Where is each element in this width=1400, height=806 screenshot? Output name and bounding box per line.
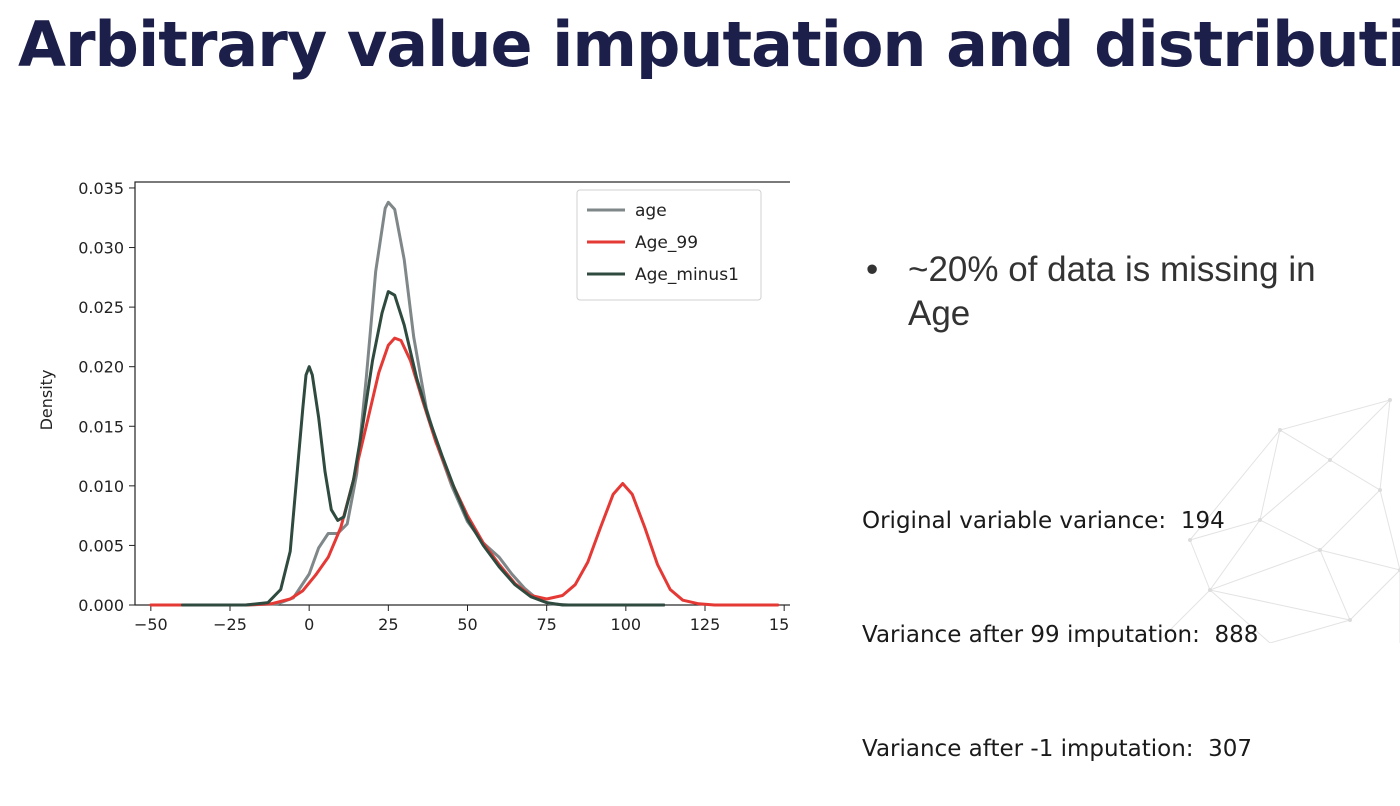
stat-label: Variance after -1 imputation: [862,736,1194,762]
stat-line: Original variable variance: 194 [862,502,1258,540]
x-tick-label: −50 [134,615,168,634]
series-line-age [181,200,666,607]
legend-label: Age_99 [635,233,698,253]
x-tick-label: 0 [304,615,314,634]
bullet-text-missing-data: ~20% of data is missing in Age [908,250,1316,333]
slide-title: Arbitrary value imputation and distribut… [18,8,1400,81]
y-tick-label: 0.035 [78,179,124,198]
y-tick-label: 0.005 [78,536,124,555]
y-tick-label: 0.015 [78,417,124,436]
x-tick-label: 50 [457,615,477,634]
x-tick-label: 125 [690,615,721,634]
legend-label: Age_minus1 [635,265,739,285]
series-lines [149,200,780,607]
stat-value: 194 [1180,508,1225,534]
stat-value: 888 [1214,622,1259,648]
stat-line: Variance after -1 imputation: 307 [862,730,1258,768]
density-chart: 0.000 0.005 0.010 0.015 0.020 0.025 0.030 0.035… [30,170,801,648]
x-tick-label: 150 [769,615,790,634]
series-line-age-99 [149,336,780,607]
y-tick-label: 0.020 [78,358,124,377]
chart-legend: age Age_99 Age_minus1 [576,189,762,301]
stat-value: 307 [1208,736,1253,762]
x-tick-label: 75 [536,615,556,634]
legend-label: age [635,201,667,221]
x-tick-label: −25 [213,615,247,634]
series-line-age-minus1 [181,290,666,607]
y-tick-label: 0.030 [78,239,124,258]
x-axis: −50 −25 0 25 50 75 100 125 150 [134,605,799,634]
decorative-network-graphic [1159,398,1400,643]
y-axis-label: Density [37,370,56,431]
stat-label: Original variable variance: [862,508,1167,534]
density-plot-svg: 0.000 0.005 0.010 0.015 0.020 0.025 0.030 0.035… [37,179,801,634]
bullet-marker: • [866,250,879,289]
y-axis: 0.000 0.005 0.010 0.015 0.020 0.025 0.030 0.035 [78,179,135,615]
y-tick-label: 0.025 [78,298,124,317]
x-tick-label: 25 [378,615,398,634]
variance-stats: Original variable variance: 194 Variance… [862,426,1258,806]
y-tick-label: 0.000 [78,596,124,615]
x-tick-label: 100 [611,615,642,634]
y-tick-label: 0.010 [78,477,124,496]
stat-line: Variance after 99 imputation: 888 [862,616,1258,654]
stat-label: Variance after 99 imputation: [862,622,1200,648]
